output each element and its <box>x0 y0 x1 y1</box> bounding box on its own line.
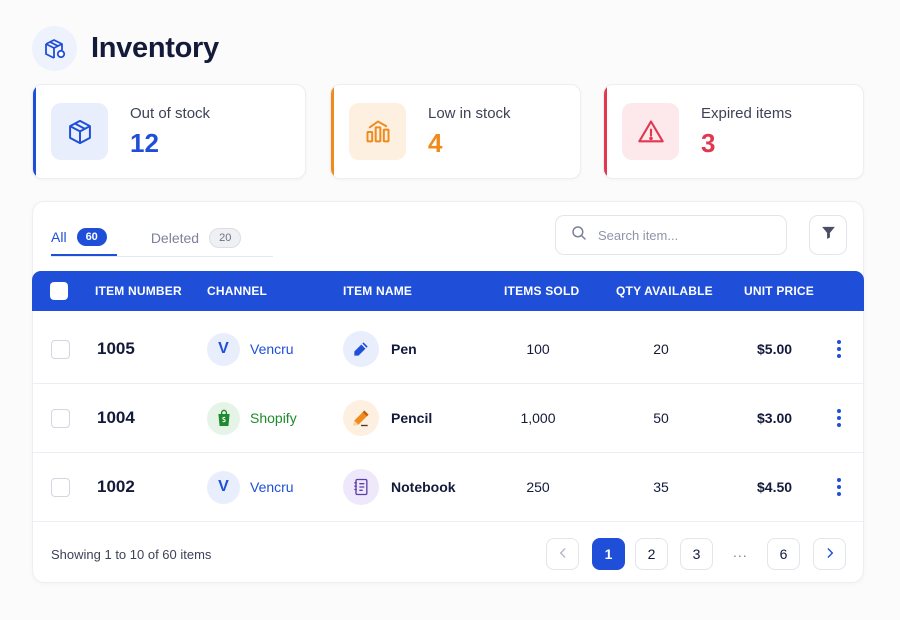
page-button-3[interactable]: 3 <box>680 538 713 570</box>
items-sold: 100 <box>526 341 550 357</box>
unit-price: $3.00 <box>757 410 793 426</box>
qty-available: 50 <box>653 410 669 426</box>
box-icon <box>51 103 108 160</box>
vencru-logo-icon: V <box>207 470 240 504</box>
row-menu-icon[interactable] <box>829 384 849 452</box>
search-icon <box>570 224 588 247</box>
items-sold: 1,000 <box>520 410 556 426</box>
row-checkbox[interactable] <box>51 478 70 497</box>
item-name: Pencil <box>391 410 433 426</box>
page-button-6[interactable]: 6 <box>767 538 800 570</box>
channel-name: Shopify <box>250 410 297 426</box>
search-box[interactable] <box>555 215 787 255</box>
tab-label: Deleted <box>150 230 200 246</box>
unit-price: $4.50 <box>757 479 793 495</box>
row-checkbox[interactable] <box>51 409 70 428</box>
tab-deleted[interactable]: Deleted 20 <box>151 220 242 256</box>
tab-count-badge: 20 <box>209 228 242 248</box>
column-header-unit-price[interactable]: UNIT PRICE <box>744 284 815 298</box>
stat-label: Out of stock <box>130 104 211 122</box>
tab-count-badge: 60 <box>76 228 107 246</box>
stat-label: Expired items <box>701 104 792 122</box>
vencru-logo-icon: V <box>207 332 240 366</box>
inventory-panel: All 60 Deleted 20 ITEM NUMBER CHANNEL IT… <box>32 201 864 583</box>
item-name: Pen <box>391 341 417 357</box>
stat-value: 4 <box>428 127 443 158</box>
item-name: Notebook <box>391 479 456 495</box>
row-checkbox[interactable] <box>51 340 70 359</box>
page-header: Inventory <box>32 26 219 71</box>
select-all-checkbox[interactable] <box>50 282 68 300</box>
pen-icon <box>343 331 379 367</box>
unit-price: $5.00 <box>757 341 793 357</box>
channel-cell: V Vencru <box>207 315 294 383</box>
stat-label: Low in stock <box>428 104 511 122</box>
item-name-cell: Notebook <box>343 453 456 521</box>
filter-icon <box>820 224 837 246</box>
item-name-cell: Pencil <box>343 384 432 452</box>
inventory-box-icon <box>32 26 77 71</box>
column-header-item-name[interactable]: ITEM NAME <box>343 284 413 298</box>
notebook-icon <box>343 469 379 505</box>
chevron-left-icon <box>556 546 570 563</box>
qty-available: 35 <box>653 479 669 495</box>
tab-label: All <box>51 229 67 245</box>
items-sold: 250 <box>526 479 550 495</box>
item-number: 1005 <box>97 339 135 358</box>
tab-all[interactable]: All 60 <box>51 220 117 256</box>
stat-card-out-of-stock[interactable]: Out of stock 12 <box>32 84 306 179</box>
row-menu-icon[interactable] <box>829 453 849 521</box>
qty-available: 20 <box>653 341 669 357</box>
row-menu-icon[interactable] <box>829 315 849 383</box>
page-title: Inventory <box>91 32 219 64</box>
search-input[interactable] <box>598 227 768 243</box>
item-number: 1002 <box>97 477 135 496</box>
filter-button[interactable] <box>809 215 847 255</box>
table-row[interactable]: 1005 V Vencru Pen 100 20 $5.00 <box>33 315 863 384</box>
stat-card-low-in-stock[interactable]: Low in stock 4 <box>330 84 581 179</box>
channel-cell: Shopify <box>207 384 297 452</box>
stat-value: 12 <box>130 127 159 158</box>
column-header-qty-available[interactable]: QTY AVAILABLE <box>616 284 713 298</box>
channel-cell: V Vencru <box>207 453 294 521</box>
item-number: 1004 <box>97 408 135 427</box>
page-button-2[interactable]: 2 <box>635 538 668 570</box>
channel-name: Vencru <box>250 479 294 495</box>
item-name-cell: Pen <box>343 315 417 383</box>
column-header-items-sold[interactable]: ITEMS SOLD <box>504 284 580 298</box>
shopify-bag-icon <box>207 401 240 435</box>
stat-value: 3 <box>701 127 716 158</box>
chevron-right-icon <box>823 546 837 563</box>
pencil-icon <box>343 400 379 436</box>
column-header-item-number[interactable]: ITEM NUMBER <box>95 284 182 298</box>
page-button-1[interactable]: 1 <box>592 538 625 570</box>
prev-page-button[interactable] <box>546 538 579 570</box>
next-page-button[interactable] <box>813 538 846 570</box>
pagination-ellipsis: ... <box>733 544 748 560</box>
bar-chart-icon <box>349 103 406 160</box>
warning-icon <box>622 103 679 160</box>
stat-card-expired-items[interactable]: Expired items 3 <box>603 84 864 179</box>
table-header: ITEM NUMBER CHANNEL ITEM NAME ITEMS SOLD… <box>32 271 864 311</box>
channel-name: Vencru <box>250 341 294 357</box>
pagination-summary: Showing 1 to 10 of 60 items <box>51 547 212 562</box>
tab-bar: All 60 Deleted 20 <box>51 220 273 257</box>
table-row[interactable]: 1002 V Vencru Notebook 250 35 $4.50 <box>33 453 863 522</box>
column-header-channel[interactable]: CHANNEL <box>207 284 268 298</box>
table-row[interactable]: 1004 Shopify Pencil 1,000 50 $3.00 <box>33 384 863 453</box>
